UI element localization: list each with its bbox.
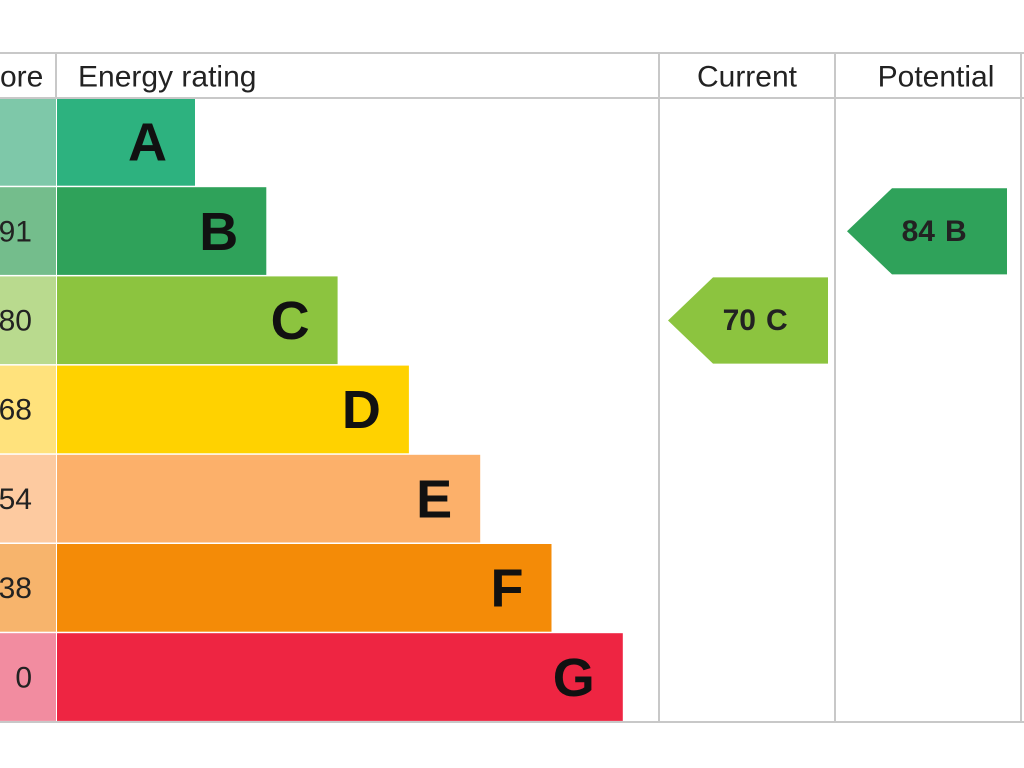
rating-header: Energy rating (78, 61, 256, 94)
rating-band (57, 365, 409, 454)
current-arrow (668, 277, 828, 364)
score-cell (0, 98, 56, 186)
band-score: 80 (0, 305, 32, 338)
rating-band (57, 544, 552, 632)
band-score: 0 (15, 661, 32, 694)
band-letter: D (342, 380, 381, 440)
rating-band (57, 98, 195, 186)
current-band: C (766, 304, 788, 337)
score-cell (0, 276, 56, 365)
band-score: 68 (0, 394, 32, 427)
rating-band (57, 276, 338, 365)
potential-header: Potential (878, 61, 995, 94)
score-header: ore (0, 61, 43, 94)
band-letter: F (491, 559, 524, 619)
current-value: 70 (723, 304, 756, 337)
band-score: 91 (0, 215, 32, 248)
current-header: Current (697, 61, 798, 94)
band-score: 54 (0, 483, 32, 516)
potential-arrow (847, 188, 1007, 275)
band-letter: A (128, 113, 167, 173)
score-cell (0, 633, 56, 721)
potential-value: 84 (902, 215, 936, 248)
rating-band (57, 633, 623, 721)
score-cell (0, 365, 56, 454)
band-score: 38 (0, 572, 32, 605)
bands: AB 91 C 80 D 68 E 54 F 38 G 0 (0, 98, 623, 721)
band-letter: B (199, 202, 238, 262)
rating-band (57, 187, 267, 275)
rating-band (57, 454, 481, 543)
table-lines (0, 52, 1024, 723)
score-cell (0, 187, 56, 275)
score-cell (0, 544, 56, 632)
score-cell (0, 454, 56, 543)
band-letter: E (416, 469, 452, 529)
band-letter: G (553, 648, 595, 708)
potential-band: B (945, 215, 967, 248)
band-letter: C (271, 291, 310, 351)
